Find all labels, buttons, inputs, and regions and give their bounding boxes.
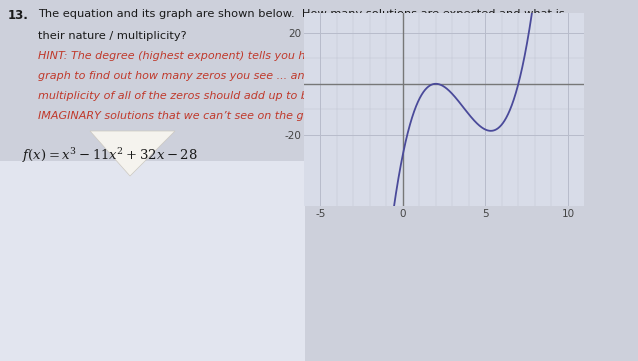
Text: their nature / multiplicity?: their nature / multiplicity? (38, 31, 187, 41)
Polygon shape (90, 131, 175, 176)
Text: The equation and its graph are shown below.  How many solutions are expected and: The equation and its graph are shown bel… (38, 9, 565, 19)
FancyBboxPatch shape (0, 161, 305, 361)
Text: HINT: The degree (highest exponent) tells you how many zeros to expect.  Look on: HINT: The degree (highest exponent) tell… (38, 51, 521, 61)
Text: graph to find out how many zeros you see ... and if any of them count more than : graph to find out how many zeros you see… (38, 71, 551, 81)
FancyBboxPatch shape (0, 0, 638, 206)
Text: IMAGINARY solutions that we can’t see on the graph.: IMAGINARY solutions that we can’t see on… (38, 111, 333, 121)
Text: multiplicity of all of the zeros should add up to be equal to the degree, UNLESS: multiplicity of all of the zeros should … (38, 91, 535, 101)
Text: $f(x) = x^3 - 11x^2 + 32x - 28$: $f(x) = x^3 - 11x^2 + 32x - 28$ (22, 146, 198, 165)
Text: 13.: 13. (8, 9, 29, 22)
